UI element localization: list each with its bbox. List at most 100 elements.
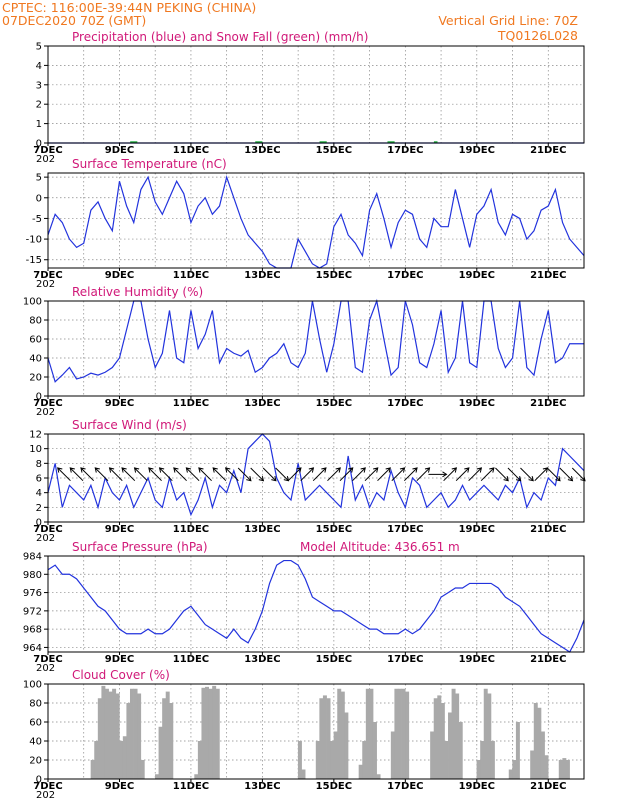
cloud-bar [444, 741, 449, 779]
wind-arrow-shaft [443, 467, 457, 482]
x-tick-label: 17DEC [387, 270, 423, 281]
y-tick-label: -5 [32, 214, 42, 225]
wind-arrow [212, 467, 227, 482]
x-tick-label: 11DEC [173, 781, 209, 792]
cloud-bar [372, 722, 377, 779]
cloud-bar [333, 731, 338, 779]
cloud-bar [90, 760, 95, 779]
cloud-bar [562, 758, 567, 779]
x-tick-sublabel: 202 [36, 790, 55, 800]
wind-arrow [262, 467, 277, 482]
panel-cloud: 0 20 40 60 80 100 7DEC 9DEC 11DEC 13DEC 15DEC 17DEC… [23, 668, 585, 800]
wind-arrow-head [412, 467, 418, 473]
x-tick-sublabel: 202 [36, 279, 55, 290]
cloud-bar [397, 688, 402, 779]
cloud-bar [440, 703, 445, 779]
wind-arrow [546, 467, 561, 482]
cloud-bar [565, 760, 570, 779]
y-tick-label: -15 [26, 255, 42, 266]
cloud-bar [115, 693, 120, 779]
x-tick-label: 7DEC [33, 145, 62, 156]
wind-arrow [534, 467, 549, 482]
wind-arrow-head [173, 467, 179, 473]
wind-arrow-shaft [455, 467, 470, 482]
wind-arrow-shaft [69, 467, 84, 482]
cloud-bar [405, 691, 410, 779]
cloud-bar [212, 685, 217, 779]
x-tick-label: 9DEC [105, 781, 134, 792]
wind-arrow-head [555, 475, 561, 482]
wind-arrow-shaft [121, 467, 136, 482]
wind-arrow-head [451, 467, 458, 473]
wind-arrow-shaft [80, 467, 95, 482]
cloud-bar [480, 741, 485, 779]
panel-rh: 0 20 40 60 80 100 7DEC 9DEC 11DEC 13DEC 15DEC 17DEC… [23, 285, 585, 418]
x-tick-sublabel: 202 [36, 663, 55, 674]
y-tick-label: 40 [29, 737, 42, 748]
wind-arrow-shaft [212, 467, 227, 482]
x-tick-label: 11DEC [173, 654, 209, 665]
wind-arrow [559, 467, 574, 482]
wind-arrow-head [567, 475, 574, 482]
pressure-line [47, 559, 585, 653]
cloud-bar [322, 695, 327, 779]
cloud-bar [326, 698, 331, 779]
cloud-bar [94, 741, 99, 779]
cloud-bar [476, 760, 481, 779]
y-tick-label: 0 [36, 193, 42, 204]
wind-arrow-head [69, 467, 75, 473]
wind-arrow [173, 467, 187, 482]
x-tick-label: 17DEC [387, 145, 423, 156]
y-tick-label: 5 [36, 42, 42, 53]
cloud-bar [169, 703, 174, 779]
x-tick-label: 19DEC [459, 524, 495, 535]
y-tick-label: 6 [36, 474, 42, 485]
wind-arrow-head [296, 467, 302, 473]
y-tick-label: 3 [36, 80, 42, 91]
x-tick-label: 21DEC [530, 654, 566, 665]
panel-precip: 0 1 2 3 4 5 7DEC 9DEC 11DEC 13DEC 15DEC 17DEC 19DEC 2… [33, 30, 585, 165]
wind-arrow-shaft [148, 467, 162, 482]
x-tick-label: 9DEC [105, 145, 134, 156]
wind-arrow-head [424, 467, 431, 473]
cloud-bar [340, 691, 345, 779]
wind-arrow-shaft [495, 467, 509, 482]
y-tick-label: 12 [29, 430, 42, 441]
wind-arrow-head [348, 467, 354, 473]
wind-arrow-shaft [57, 467, 71, 482]
x-tick-label: 11DEC [173, 270, 209, 281]
cloud-bar [126, 703, 131, 779]
x-tick-label: 17DEC [387, 398, 423, 409]
y-tick-label: 60 [29, 718, 42, 729]
x-tick-label: 17DEC [387, 781, 423, 792]
wind-arrow [185, 467, 200, 482]
cloud-bar [112, 688, 117, 779]
cloud-bar [205, 686, 209, 779]
wind-arrow [391, 467, 406, 482]
y-tick-label: 980 [23, 570, 42, 581]
cloud-bar [448, 712, 452, 779]
x-tick-label: 13DEC [244, 270, 280, 281]
x-tick-label: 11DEC [173, 398, 209, 409]
cloud-bar [490, 741, 495, 779]
x-tick-label: 9DEC [105, 398, 134, 409]
cloud-bar [137, 693, 142, 779]
x-tick-label: 7DEC [33, 398, 62, 409]
wind-arrow-head [271, 475, 277, 482]
x-tick-label: 13DEC [244, 145, 280, 156]
cloud-bar [119, 741, 124, 779]
y-tick-label: 40 [29, 354, 42, 365]
cloud-bar [376, 774, 381, 779]
wind-arrow-head [489, 467, 495, 473]
wind-arrow [287, 467, 302, 482]
x-tick-label: 15DEC [316, 270, 352, 281]
y-tick-label: 20 [29, 756, 42, 767]
wind-arrow-head [373, 467, 379, 473]
x-tick-label: 15DEC [316, 654, 352, 665]
wind-arrow-shaft [327, 467, 341, 482]
wind-arrow-shaft [275, 467, 289, 482]
wind-arrow [443, 467, 458, 482]
wind-arrow [237, 467, 252, 482]
cloud-bar [194, 774, 199, 779]
cloud-bar [540, 731, 545, 779]
